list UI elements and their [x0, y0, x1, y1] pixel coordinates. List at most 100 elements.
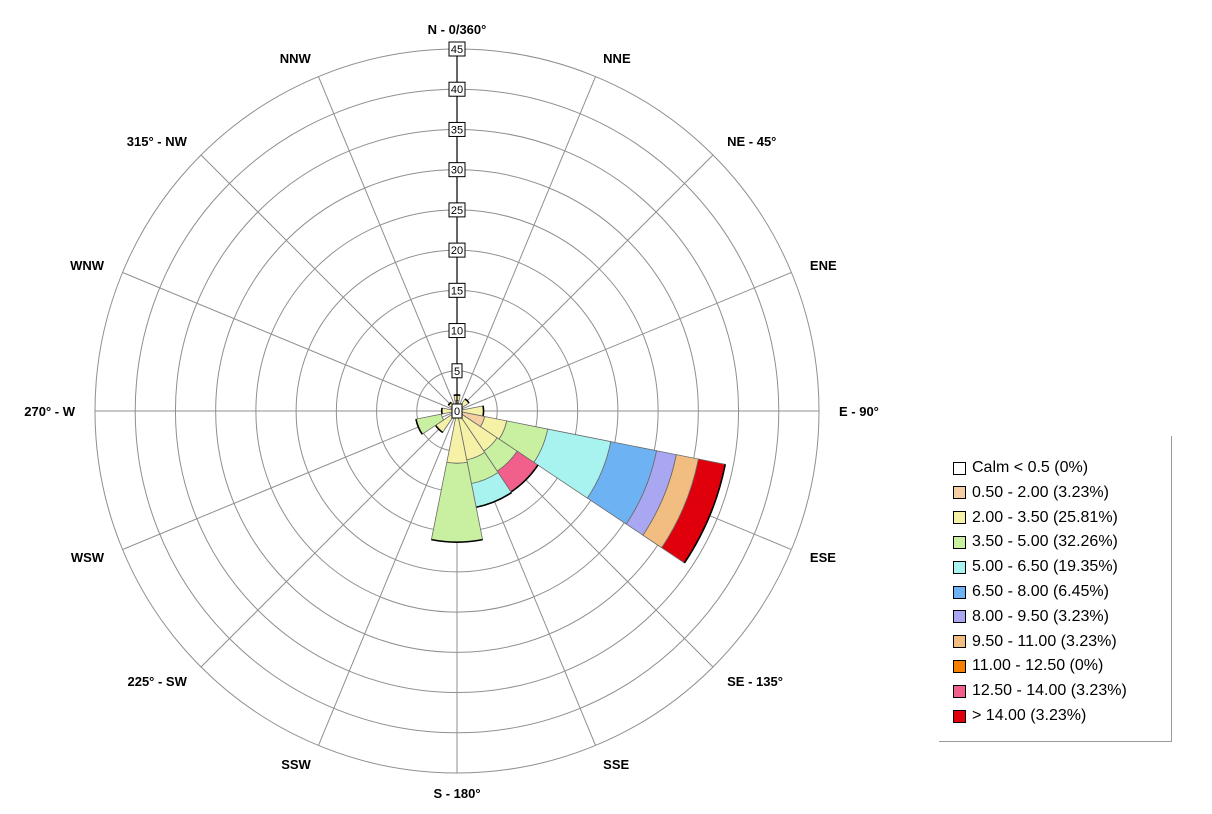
legend-item: 0.50 - 2.00 (3.23%)	[953, 481, 1109, 505]
legend-label: 8.00 - 9.50 (3.23%)	[972, 607, 1109, 625]
radial-tick-label: 10	[451, 326, 463, 338]
radial-tick: 15	[448, 282, 466, 298]
radial-tick-label: 0	[454, 406, 460, 418]
legend-swatch	[953, 511, 966, 525]
petals	[415, 394, 727, 564]
legend-item: Calm < 0.5 (0%)	[953, 456, 1088, 480]
radial-tick: 35	[448, 121, 466, 137]
petal-wsw	[415, 413, 445, 435]
radial-tick-box	[448, 162, 466, 178]
radial-axis: 0 5 10 15 20 25 30 35 40 45	[448, 41, 466, 419]
legend-swatch	[953, 709, 966, 723]
petal-edge	[482, 405, 485, 417]
direction-label: S - 180°	[433, 786, 480, 801]
radial-tick-label: 40	[451, 84, 463, 96]
direction-label: 270° - W	[24, 404, 75, 419]
legend-item: 3.50 - 5.00 (32.26%)	[953, 530, 1118, 554]
legend-label: 5.00 - 6.50 (19.35%)	[972, 558, 1118, 576]
radial-tick: 0	[451, 403, 463, 419]
grid-spoke	[456, 154, 714, 412]
legend-item: 2.00 - 3.50 (25.81%)	[953, 506, 1118, 530]
grid-spoke	[318, 76, 458, 412]
direction-label: ESE	[810, 550, 836, 565]
grid-spoke	[456, 76, 596, 412]
direction-label: WSW	[71, 550, 105, 565]
radial-tick-label: 15	[451, 285, 463, 297]
legend-swatch	[953, 684, 966, 698]
radial-tick-label: 35	[451, 124, 463, 136]
radial-tick-box	[451, 403, 463, 419]
legend-swatch	[953, 535, 966, 549]
legend-item: 12.50 - 14.00 (3.23%)	[953, 679, 1127, 703]
petal-ese	[456, 410, 727, 564]
radial-tick: 30	[448, 162, 466, 178]
radial-tick-box	[448, 282, 466, 298]
legend-label: 3.50 - 5.00 (32.26%)	[972, 533, 1118, 551]
legend-swatch	[953, 560, 966, 574]
radial-tick-label: 30	[451, 165, 463, 177]
legend-label: > 14.00 (3.23%)	[972, 707, 1087, 724]
legend-swatch	[953, 486, 966, 500]
legend-label: 0.50 - 2.00 (3.23%)	[972, 483, 1109, 501]
petal-edge	[415, 418, 423, 435]
legend-item: 6.50 - 8.00 (6.45%)	[953, 580, 1109, 604]
direction-labels: N - 0/360° NNE NE - 45° ENE E - 90° ESE SE - 1…	[24, 22, 879, 801]
legend: Calm < 0.5 (0%) 0.50 - 2.00 (3.23%) 2.00 -…	[939, 436, 1172, 742]
petal-se	[456, 410, 539, 493]
legend-item: 5.00 - 6.50 (19.35%)	[953, 555, 1118, 579]
direction-label: SE - 135°	[727, 674, 783, 689]
radial-tick-label: 45	[451, 44, 463, 56]
legend-label: 9.50 - 11.00 (3.23%)	[972, 632, 1117, 650]
legend-item: > 14.00 (3.23%)	[953, 704, 1086, 728]
legend-swatch	[953, 461, 966, 475]
petal-edge	[431, 538, 483, 543]
radial-tick-box	[448, 202, 466, 218]
radial-tick-box	[448, 41, 466, 57]
legend-label: 11.00 - 12.50 (0%)	[972, 657, 1104, 675]
grid-spoke	[122, 410, 458, 550]
legend-swatch	[953, 659, 966, 673]
legend-swatch	[953, 610, 966, 624]
radial-tick-box	[451, 363, 463, 379]
radial-tick-box	[448, 242, 466, 258]
petal-w	[440, 407, 458, 415]
direction-label: WNW	[70, 258, 105, 273]
direction-label: NNW	[280, 51, 312, 66]
radial-tick-box	[448, 121, 466, 137]
grid-spoke	[200, 410, 458, 668]
radial-tick: 40	[448, 81, 466, 97]
petal-edge	[447, 401, 452, 406]
radial-tick: 10	[448, 323, 466, 339]
direction-label: NE - 45°	[727, 134, 776, 149]
radial-tick-label: 25	[451, 205, 463, 217]
legend-swatch	[953, 585, 966, 599]
petal-sse	[456, 410, 513, 509]
petal-edge	[510, 464, 539, 493]
direction-label: N - 0/360°	[428, 22, 487, 37]
direction-label: SSE	[603, 757, 629, 772]
radial-tick: 20	[448, 242, 466, 258]
legend-swatch	[953, 635, 966, 649]
direction-label: 225° - SW	[127, 674, 187, 689]
legend-label: 12.50 - 14.00 (3.23%)	[972, 682, 1127, 700]
grid-spoke	[200, 154, 458, 412]
legend-label: 6.50 - 8.00 (6.45%)	[972, 583, 1109, 600]
direction-label: ENE	[810, 258, 837, 273]
wind-rose-chart: 0 5 10 15 20 25 30 35 40 45 N - 0/360° NNE NE - 45°…	[24, 22, 879, 801]
radial-tick-box	[448, 81, 466, 97]
grid-spoke	[122, 272, 458, 412]
radial-tick-box	[448, 323, 466, 339]
grid-spoke	[318, 410, 458, 746]
legend-label: Calm < 0.5 (0%)	[972, 459, 1089, 476]
direction-label: NNE	[603, 51, 631, 66]
petal-s	[430, 410, 484, 543]
direction-label: SSW	[281, 757, 311, 772]
radial-tick-label: 20	[451, 245, 463, 257]
petal-edge	[683, 464, 727, 564]
petal-edge	[475, 491, 512, 509]
petal-edge	[464, 398, 470, 404]
radial-tick: 45	[448, 41, 466, 57]
legend-label: 2.00 - 3.50 (25.81%)	[972, 508, 1118, 526]
radial-tick: 5	[451, 363, 463, 379]
radial-tick: 25	[448, 202, 466, 218]
